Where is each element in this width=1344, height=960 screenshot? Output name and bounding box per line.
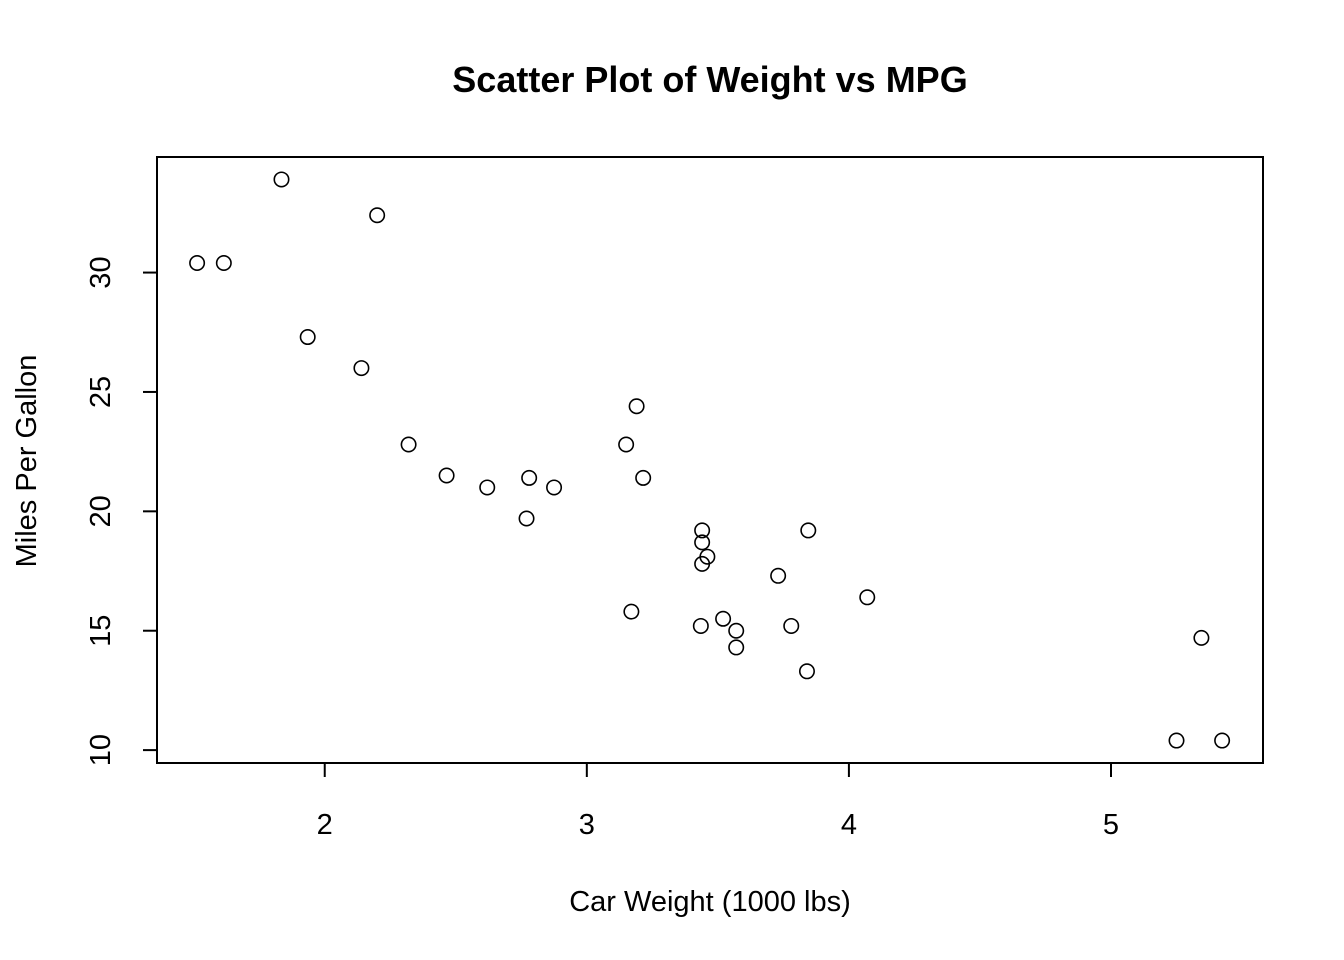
data-point	[1168, 732, 1185, 749]
data-point	[546, 479, 563, 496]
data-point	[859, 589, 876, 606]
y-tick-label: 20	[85, 495, 117, 527]
x-axis-label: Car Weight (1000 lbs)	[569, 886, 851, 918]
data-point	[728, 639, 745, 656]
data-point	[694, 555, 711, 572]
data-point	[618, 436, 635, 453]
data-point	[623, 603, 640, 620]
data-points	[189, 171, 1231, 749]
data-point	[628, 398, 645, 415]
data-point	[299, 329, 316, 346]
data-point	[353, 360, 370, 377]
x-tick-label: 3	[579, 809, 595, 841]
data-point	[273, 171, 290, 188]
data-point	[694, 522, 711, 539]
y-axis: 10 15 20 25 30	[85, 256, 158, 766]
data-point	[715, 610, 732, 627]
data-point	[521, 469, 538, 486]
data-point	[518, 510, 535, 527]
x-tick-label: 4	[841, 809, 857, 841]
data-point	[694, 534, 711, 551]
data-point	[692, 617, 709, 634]
data-point	[400, 436, 417, 453]
y-tick-label: 10	[85, 734, 117, 766]
y-tick-label: 30	[85, 256, 117, 288]
data-point	[215, 255, 232, 272]
y-tick-label: 15	[85, 615, 117, 647]
data-point	[770, 567, 787, 584]
plot-frame	[156, 156, 1264, 764]
data-point	[728, 622, 745, 639]
x-tick-label: 2	[317, 809, 333, 841]
data-point	[438, 467, 455, 484]
data-point	[635, 469, 652, 486]
data-point	[1214, 732, 1231, 749]
data-point	[369, 207, 386, 224]
data-point	[189, 255, 206, 272]
data-point	[479, 479, 496, 496]
data-point	[783, 617, 800, 634]
x-axis: 2 3 4 5	[317, 762, 1119, 841]
y-axis-label: Miles Per Gallon	[11, 355, 43, 568]
chart-title: Scatter Plot of Weight vs MPG	[452, 59, 967, 100]
x-tick-label: 5	[1103, 809, 1119, 841]
data-point	[1193, 629, 1210, 646]
y-tick-label: 25	[85, 376, 117, 408]
data-point	[800, 522, 817, 539]
data-point	[798, 663, 815, 680]
